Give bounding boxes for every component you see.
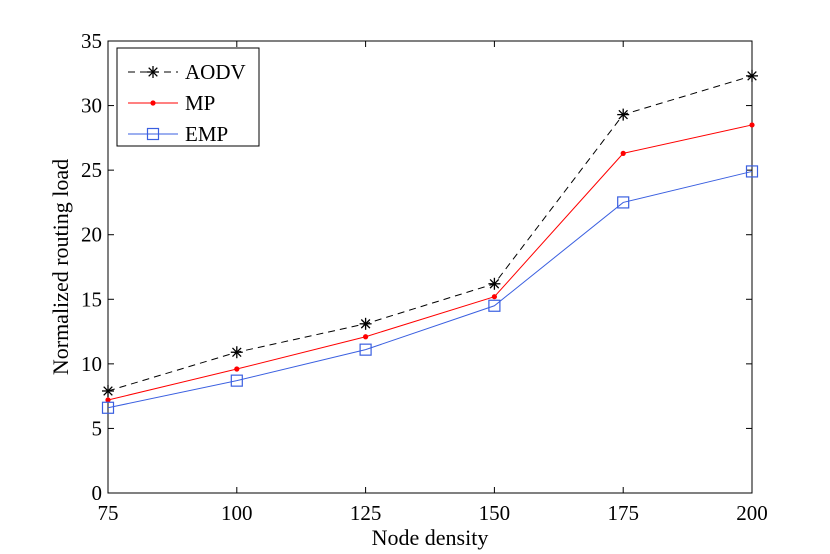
data-point-mp [105, 397, 111, 403]
legend-label: AODV [185, 60, 246, 84]
legend: AODV MP EMP [116, 47, 260, 147]
data-point-emp [488, 299, 501, 312]
data-point-aodv [488, 277, 501, 290]
series-aodv [102, 69, 758, 397]
data-point-aodv [359, 317, 372, 330]
asterisk-stroke [618, 109, 628, 120]
asterisk-stroke [489, 279, 500, 289]
x-tick-label: 75 [98, 501, 119, 525]
data-point-aodv [617, 108, 630, 121]
data-point-emp [745, 165, 759, 178]
data-point-mp [363, 334, 369, 340]
legend-label: MP [185, 91, 215, 115]
series-line-mp [107, 124, 753, 401]
y-tick-label: 5 [92, 416, 103, 440]
data-point-emp [359, 343, 372, 356]
legend-box [116, 47, 260, 147]
asterisk-stroke [360, 319, 371, 329]
series-mp [105, 122, 755, 403]
asterisk-stroke [747, 71, 757, 81]
y-tick-label: 15 [81, 287, 102, 311]
asterisk-stroke [148, 67, 158, 77]
data-point-aodv [746, 69, 758, 82]
x-tick-label: 150 [479, 501, 511, 525]
y-tick-label: 10 [81, 352, 102, 376]
series-line-aodv [107, 75, 753, 392]
data-point-emp [617, 196, 630, 209]
legend-marker [147, 66, 159, 78]
series-emp [101, 165, 759, 414]
data-point-emp [230, 374, 243, 387]
data-point-mp [749, 122, 755, 128]
data-point-mp [234, 366, 240, 372]
legend-item-aodv: AODV [128, 60, 246, 84]
y-tick-label: 25 [81, 158, 102, 182]
series-line-emp [107, 170, 753, 409]
y-tick-label: 0 [92, 481, 103, 505]
y-tick-label: 35 [81, 29, 102, 53]
y-tick-label: 30 [81, 94, 102, 118]
legend-marker [150, 100, 156, 106]
y-tick-label: 20 [81, 223, 102, 247]
legend-marker [146, 127, 160, 141]
x-tick-label: 100 [221, 501, 253, 525]
asterisk-stroke [103, 386, 113, 396]
data-point-aodv [102, 384, 114, 397]
x-tick-label: 175 [607, 501, 639, 525]
legend-item-mp: MP [128, 91, 215, 115]
legend-item-emp: EMP [128, 122, 228, 146]
data-point-mp [491, 294, 497, 300]
y-axis-title: Normalized routing load [48, 159, 73, 375]
series-group [101, 69, 759, 414]
data-point-aodv [230, 346, 243, 359]
axis-ticks: 75 100 125 150 175 200 0 5 10 15 20 25 30 35 [81, 29, 768, 525]
x-tick-label: 125 [350, 501, 382, 525]
data-point-emp [101, 401, 115, 414]
legend-label: EMP [185, 122, 228, 146]
x-tick-label: 200 [736, 501, 768, 525]
asterisk-stroke [232, 347, 242, 358]
data-point-mp [620, 150, 626, 156]
x-axis-title: Node density [372, 525, 489, 550]
